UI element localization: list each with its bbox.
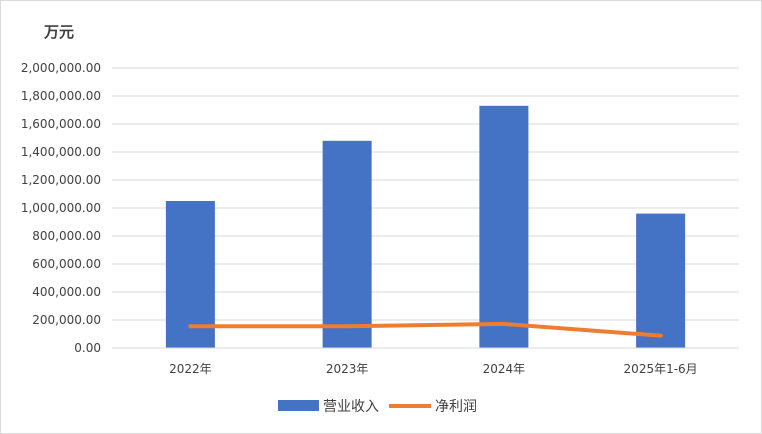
bar xyxy=(165,201,215,348)
y-tick-label: 800,000.00 xyxy=(32,229,101,243)
legend: 营业收入 净利润 xyxy=(278,399,477,415)
y-tick-label: 400,000.00 xyxy=(32,285,101,299)
y-tick-label: 1,800,000.00 xyxy=(21,89,101,103)
unit-label: 万元 xyxy=(43,23,74,41)
y-tick-label: 200,000.00 xyxy=(32,313,101,327)
y-tick-label: 1,600,000.00 xyxy=(21,117,101,131)
x-tick-label: 2023年 xyxy=(326,362,369,376)
x-tick-label: 2022年 xyxy=(169,362,212,376)
bar-series xyxy=(165,105,686,348)
y-tick-label: 1,400,000.00 xyxy=(21,145,101,159)
bar xyxy=(479,105,529,348)
profit-line xyxy=(188,321,663,338)
x-axis-ticks: 2022年 2023年 2024年 2025年1-6月 xyxy=(169,362,698,376)
y-axis-ticks: 0.00 200,000.00 400,000.00 600,000.00 800,00… xyxy=(21,61,101,355)
gridlines xyxy=(112,67,739,321)
y-tick-label: 600,000.00 xyxy=(32,257,101,271)
bar xyxy=(636,213,686,348)
line-point xyxy=(501,321,506,326)
line-point xyxy=(345,324,350,329)
y-tick-label: 2,000,000.00 xyxy=(21,61,101,75)
y-tick-label: 1,000,000.00 xyxy=(21,201,101,215)
x-tick-label: 2025年1-6月 xyxy=(624,362,698,376)
x-tick-label: 2024年 xyxy=(483,362,526,376)
legend-swatch-revenue xyxy=(278,400,319,411)
line-point xyxy=(658,333,663,338)
y-tick-label: 1,200,000.00 xyxy=(21,173,101,187)
y-tick-label: 0.00 xyxy=(74,341,101,355)
legend-label-profit: 净利润 xyxy=(435,399,477,415)
legend-label-revenue: 营业收入 xyxy=(323,399,379,415)
bar xyxy=(322,140,372,348)
line-point xyxy=(188,324,193,329)
line-series xyxy=(188,321,663,338)
